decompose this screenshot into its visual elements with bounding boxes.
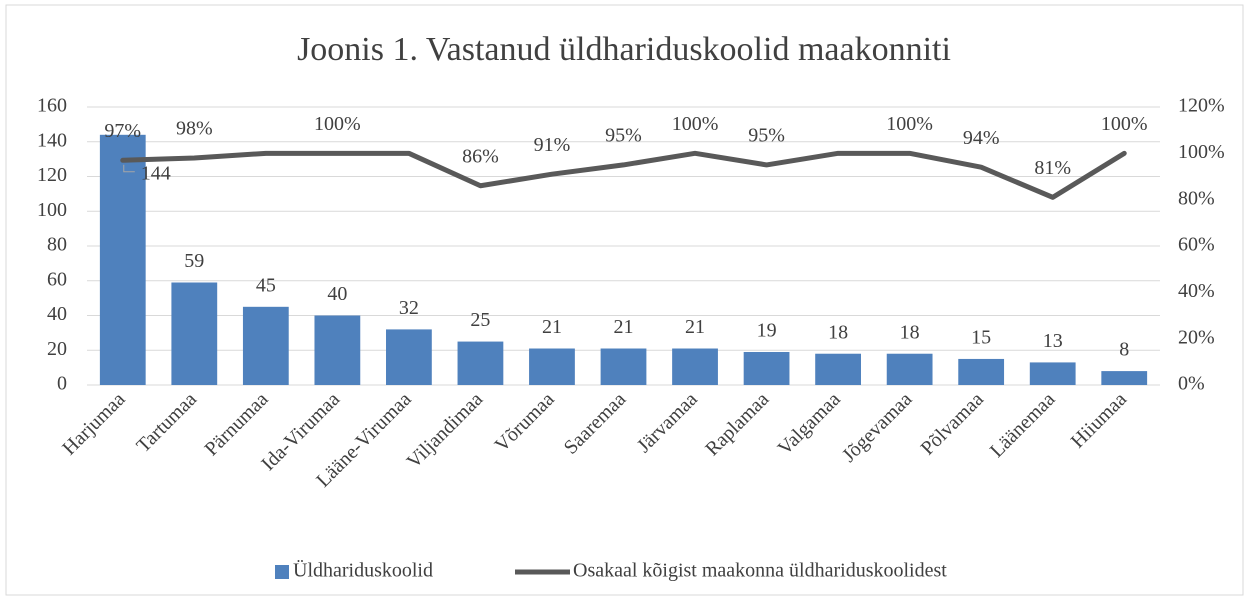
line-value-label: 95% (748, 125, 785, 147)
y-tick-label: 120 (37, 164, 67, 186)
y2-tick-label: 60% (1178, 234, 1215, 256)
bar-value-label: 25 (470, 309, 490, 331)
y-tick-label: 0 (57, 373, 67, 395)
y2-tick-label: 20% (1178, 326, 1215, 348)
bar (171, 282, 218, 385)
y-tick-label: 80 (47, 234, 67, 256)
y-tick-label: 100 (37, 199, 67, 221)
bar (314, 315, 361, 385)
y2-tick-label: 40% (1178, 280, 1215, 302)
bar (815, 353, 861, 385)
bar-value-label: 32 (399, 297, 419, 319)
line-value-label: 81% (1034, 157, 1071, 179)
bar-value-label: 8 (1119, 339, 1129, 361)
bar-value-label: 59 (184, 250, 204, 272)
bar (1101, 371, 1148, 385)
bar-value-label: 15 (971, 327, 991, 349)
bar-value-label: 45 (256, 274, 276, 296)
line-value-label: 100% (886, 113, 933, 135)
line-value-label: 100% (1101, 113, 1148, 135)
bar (242, 306, 289, 385)
bar (386, 329, 432, 385)
bar-value-label: 13 (1043, 330, 1063, 352)
bar-value-label: 19 (757, 320, 777, 342)
y-tick-label: 40 (47, 303, 67, 325)
line (120, 150, 1127, 200)
chart-title: Joonis 1. Vastanud üldhariduskoolid maak… (297, 31, 951, 68)
bar (672, 348, 718, 385)
y-tick-label: 20 (47, 338, 67, 360)
leader-line (123, 164, 135, 173)
y2-tick-label: 0% (1178, 373, 1205, 395)
bar (743, 351, 790, 385)
bar (529, 348, 575, 385)
line-value-label: 95% (605, 125, 642, 147)
y2-tick-label: 100% (1178, 141, 1225, 163)
bar-value-label: 21 (614, 316, 634, 338)
bar (457, 341, 504, 385)
bar (1029, 362, 1076, 385)
legend-label: Üldhariduskoolid (293, 559, 433, 582)
bar-value-label: 18 (900, 321, 920, 343)
bar-value-label: 18 (828, 321, 848, 343)
bar-value-label: 40 (327, 283, 347, 305)
line-value-label: 94% (963, 127, 1000, 149)
bar-value-label: 21 (685, 316, 705, 338)
bar-value-label: 144 (141, 162, 171, 184)
y2-tick-label: 120% (1178, 95, 1225, 117)
y-tick-label: 140 (37, 129, 67, 151)
line-value-label: 91% (534, 134, 571, 156)
y2-tick-label: 80% (1178, 187, 1215, 209)
bar (958, 358, 1005, 385)
y-tick-label: 60 (47, 268, 67, 290)
bar (99, 134, 146, 385)
bar-value-label: 21 (542, 316, 562, 338)
bar (886, 353, 933, 385)
y-tick-label: 160 (37, 95, 67, 117)
bar (600, 348, 647, 385)
legend-label: Osakaal kõigist maakonna üldhariduskooli… (573, 560, 947, 582)
line-value-label: 100% (314, 113, 361, 135)
line-value-label: 86% (462, 145, 499, 167)
line-value-label: 97% (104, 120, 141, 142)
line-value-label: 98% (176, 118, 213, 140)
line-value-label: 100% (672, 113, 719, 135)
legend-swatch (275, 565, 289, 579)
